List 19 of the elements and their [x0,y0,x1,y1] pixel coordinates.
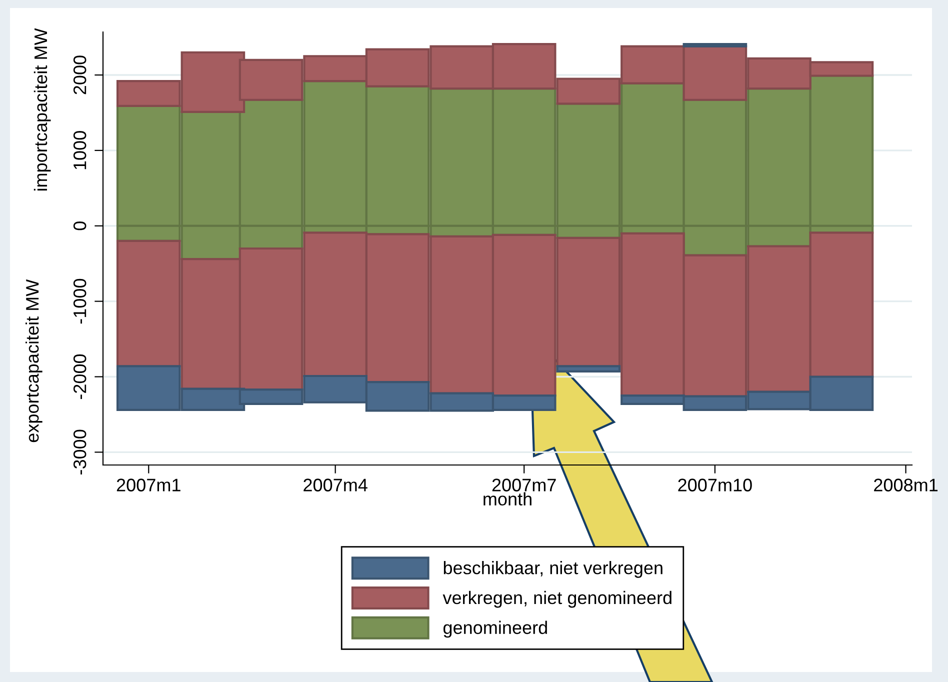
x-tick-label: 2007m4 [304,478,368,492]
bar [556,365,621,373]
y-tick-label: -3000 [73,430,86,474]
legend-label: beschikbaar, niet verkregen [444,561,662,578]
y-tick-label: 2000 [73,56,86,94]
x-tick-label: 2008m1 [874,478,938,492]
text: importcapaciteit MW [34,28,51,190]
x-axis-title: month [484,492,532,506]
x-tick-label: 2007m7 [492,478,556,492]
y-tick-label: -1000 [73,278,86,324]
y-axis-title: exportcapaciteit MW [25,279,42,442]
y-tick-label: -2000 [73,354,86,400]
y-tick-label: 0 [73,222,86,230]
bar [682,43,748,48]
x-tick-label: 2007m1 [116,478,180,492]
y-tick-label: 1000 [73,131,86,170]
legend-label: verkregen, niet genomineerd [442,590,672,608]
x-tick-label: 2007m10 [678,478,752,492]
legend-label: genomineerd [443,620,547,638]
